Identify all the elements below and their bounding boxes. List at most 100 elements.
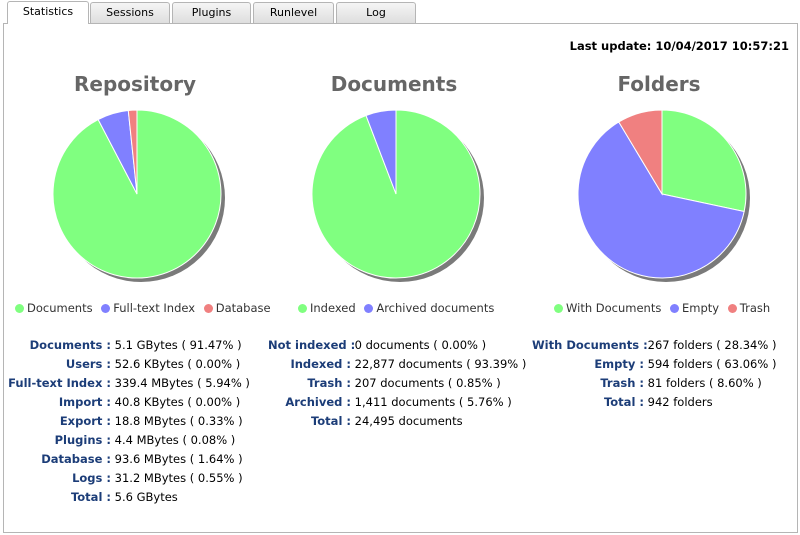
statistics-panel: Last update: 10/04/2017 10:57:21 Reposit… [3,23,798,533]
tab-sessions[interactable]: Sessions [90,2,170,23]
stat-value: 18.8 MBytes ( 0.33% ) [114,414,243,428]
stat-label: Logs : [72,471,111,485]
documents-pie-chart [311,109,484,282]
stat-value: 267 folders ( 28.34% ) [647,338,777,352]
stat-label: Trash : [600,376,644,390]
legend-item-database: Database [203,301,271,315]
legend-swatch-fulltext-index [101,303,111,313]
stat-value: 5.6 GBytes [114,490,178,504]
legend-swatch-indexed [298,303,307,313]
legend-swatch-trash [727,303,737,313]
stat-label: Total : [310,414,351,428]
legend-item-indexed: Indexed [298,301,356,315]
stat-row: Users : 52.6 KBytes ( 0.00% ) [8,355,250,374]
pie-slice-trash [618,109,663,196]
stat-row: Trash : 81 folders ( 8.60% ) [532,374,776,393]
legend-label-fulltext-index: Full-text Index [113,301,196,315]
stat-row: Not indexed : 0 documents ( 0.00% ) [268,336,526,355]
stat-value: 24,495 documents [354,414,463,428]
repository-legend: Documents Full-text Index Database [15,301,276,315]
legend-swatch-archived [364,303,374,313]
legend-item-documents: Documents [15,301,93,315]
legend-label-indexed: Indexed [310,301,356,315]
stat-label: Documents : [29,338,111,352]
stat-label: Indexed : [290,357,351,371]
legend-label-database: Database [215,301,271,315]
stat-label: Archived : [285,395,351,409]
stat-row: Total : 5.6 GBytes [8,488,250,507]
stat-label: Trash : [307,376,351,390]
stat-row: Database : 93.6 MBytes ( 1.64% ) [8,450,250,469]
stat-value: 31.2 MBytes ( 0.55% ) [114,471,243,485]
stat-value: 22,877 documents ( 93.39% ) [354,357,527,371]
stat-row: Trash : 207 documents ( 0.85% ) [268,374,526,393]
legend-label-archived: Archived documents [376,301,495,315]
stat-row: Plugins : 4.4 MBytes ( 0.08% ) [8,431,250,450]
legend-item-with-documents: With Documents [554,301,661,315]
stat-label: Users : [65,357,111,371]
stat-row: Import : 40.8 KBytes ( 0.00% ) [8,393,250,412]
stat-label: Import : [58,395,111,409]
legend-item-trash: Trash [727,301,771,315]
legend-item-archived: Archived documents [364,301,494,315]
legend-label-with-documents: With Documents [566,301,662,315]
stat-label: Total : [603,395,644,409]
stat-value: 339.4 MBytes ( 5.94% ) [114,376,250,390]
pie-slice-with-documents [661,109,747,213]
stat-row: Documents : 5.1 GBytes ( 91.47% ) [8,336,250,355]
legend-label-empty: Empty [682,301,720,315]
tab-plugins[interactable]: Plugins [172,2,251,23]
legend-swatch-empty [670,303,679,313]
legend-label-documents: Documents [27,301,93,315]
repository-stats: Documents : 5.1 GBytes ( 91.47% ) Users :… [8,336,250,507]
legend-item-fulltext-index: Full-text Index [101,301,195,315]
stat-label: Plugins : [54,433,111,447]
stat-row: Empty : 594 folders ( 63.06% ) [532,355,776,374]
stat-value: 40.8 KBytes ( 0.00% ) [114,395,241,409]
folders-stats: With Documents : 267 folders ( 28.34% ) E… [532,336,776,412]
documents-chart-title: Documents [330,72,458,96]
stat-row: Export : 18.8 MBytes ( 0.33% ) [8,412,250,431]
stat-value: 0 documents ( 0.00% ) [354,338,487,352]
pie-slice-archived-documents [365,109,397,195]
stat-label: Not indexed : [268,338,356,352]
stat-label: Total : [70,490,111,504]
stat-value: 93.6 MBytes ( 1.64% ) [114,452,243,466]
stat-value: 942 folders [647,395,713,409]
stat-label: Export : [59,414,111,428]
stat-value: 207 documents ( 0.85% ) [354,376,501,390]
repository-pie-chart [52,109,225,282]
tab-log[interactable]: Log [336,2,416,23]
stat-value: 5.1 GBytes ( 91.47% ) [114,338,242,352]
stat-value: 594 folders ( 63.06% ) [647,357,777,371]
stat-row: Archived : 1,411 documents ( 5.76% ) [268,393,526,412]
stat-value: 1,411 documents ( 5.76% ) [354,395,512,409]
stat-label: Empty : [594,357,644,371]
documents-stats: Not indexed : 0 documents ( 0.00% ) Index… [268,336,526,431]
stat-label: With Documents : [532,338,648,352]
last-update-text: Last update: 10/04/2017 10:57:21 [569,39,789,53]
stat-value: 4.4 MBytes ( 0.08% ) [114,433,236,447]
repository-chart-title: Repository [74,72,196,96]
legend-swatch-database [203,303,213,313]
folders-legend: With Documents Empty Trash [554,301,775,315]
legend-swatch-with-documents [554,303,563,313]
stat-label: Full-text Index : [8,376,111,390]
pie-slice-empty [577,121,745,279]
stat-row: Full-text Index : 339.4 MBytes ( 5.94% ) [8,374,250,393]
tab-bar: Statistics Sessions Plugins Runlevel Log [0,0,800,24]
stat-label: Database : [41,452,111,466]
documents-legend: Indexed Archived documents [298,301,499,315]
tab-runlevel[interactable]: Runlevel [253,2,334,23]
stat-row: Indexed : 22,877 documents ( 93.39% ) [268,355,526,374]
legend-item-empty: Empty [670,301,719,315]
stat-row: Logs : 31.2 MBytes ( 0.55% ) [8,469,250,488]
stat-value: 81 folders ( 8.60% ) [647,376,762,390]
pie-slice-database [127,109,138,195]
tab-statistics[interactable]: Statistics [7,1,89,24]
stat-value: 52.6 KBytes ( 0.00% ) [114,357,241,371]
legend-label-trash: Trash [739,301,771,315]
stat-row: With Documents : 267 folders ( 28.34% ) [532,336,776,355]
stat-row: Total : 942 folders [532,393,776,412]
folders-pie-chart [577,109,750,282]
